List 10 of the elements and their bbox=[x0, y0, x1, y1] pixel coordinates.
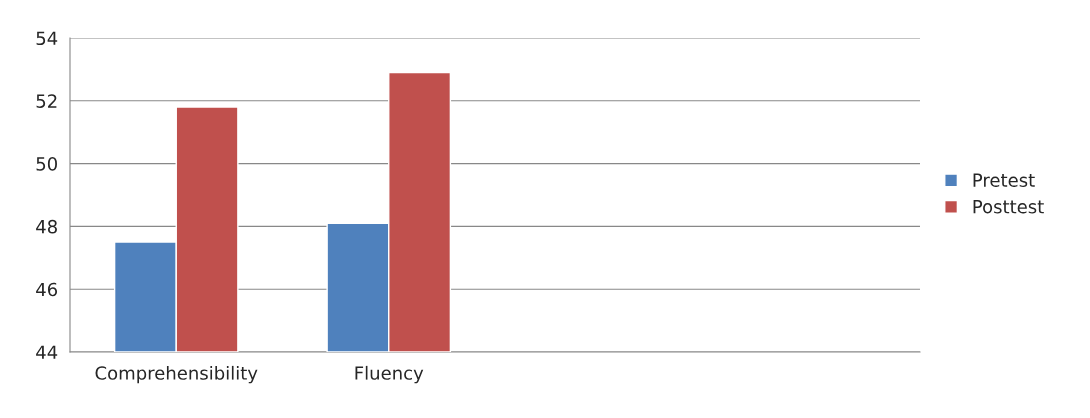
y-tick-label: 50 bbox=[36, 157, 57, 171]
x-tick-label: Fluency bbox=[355, 365, 424, 384]
y-tick-label: 48 bbox=[36, 219, 57, 234]
x-tick-label: Comprehensibility bbox=[95, 365, 258, 384]
y-tick-label: 46 bbox=[36, 282, 58, 297]
y-tick-label: 52 bbox=[36, 94, 57, 108]
y-tick-label: 44 bbox=[36, 345, 58, 359]
legend-label: Posttest bbox=[973, 200, 1044, 214]
y-tick-label: 54 bbox=[36, 31, 58, 46]
legend-label: Pretest bbox=[973, 173, 1035, 187]
